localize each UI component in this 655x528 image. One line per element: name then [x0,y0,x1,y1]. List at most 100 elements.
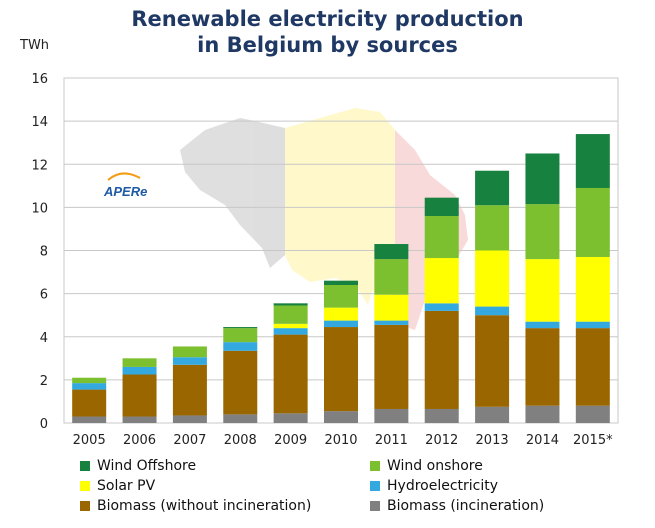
bar-segment [525,405,560,423]
bar-segment [172,346,207,358]
bar-segment [122,416,157,423]
bar-segment [324,285,358,308]
bar-segment [273,323,308,329]
legend-label: Wind onshore [387,458,483,474]
bar-segment [475,406,510,423]
legend-item: Wind Offshore [80,458,196,474]
apere-logo: APERe [103,172,147,199]
x-tick-label: 2005 [73,433,106,448]
y-tick-label: 6 [40,288,48,303]
bars [72,134,610,423]
x-tick-label: 2012 [425,433,458,448]
bar-segment [575,256,610,322]
x-tick-label: 2010 [324,433,357,448]
bar-segment [172,415,207,423]
y-tick-label: 16 [31,72,48,87]
bar-segment [122,358,157,367]
bar-segment [72,389,107,417]
y-tick-label: 14 [31,115,48,130]
bar-segment [424,303,459,311]
bar-segment [273,334,308,414]
bar-segment [424,310,459,409]
bar-segment [273,303,308,306]
apere-logo-arc [107,172,141,181]
apere-logo-text: APERe [103,184,147,199]
bar-segment [273,328,308,335]
bar-segment [374,324,409,409]
x-axis-ticks: 2005 2006 2007 2008 2009 2010 2011 2012 2013 2014… [73,433,613,448]
bar-segment [324,411,358,423]
bar-segment [525,328,560,406]
bar-segment [72,383,107,390]
legend-label: Solar PV [97,478,156,494]
x-tick-label: 2011 [375,433,408,448]
bar-segment [475,250,510,307]
y-tick-label: 0 [40,417,48,432]
legend-label: Hydroelectricity [387,478,499,494]
legend-swatch [80,501,90,511]
x-tick-label: 2014 [526,433,559,448]
bar-segment [374,259,409,295]
bar-segment [172,357,207,365]
legend-swatch [80,461,90,471]
legend-item: Solar PV [80,478,155,494]
bar-segment [424,258,459,304]
bar-segment [223,328,258,343]
bar-segment [223,327,258,329]
bar-segment [575,328,610,406]
bar-segment [324,307,358,321]
legend-item: Biomass (incineration) [370,498,544,514]
bar-segment [273,305,308,324]
bar-segment [475,205,510,251]
belgium-map-yellow-region [285,108,395,305]
bar-segment [72,416,107,423]
x-tick-label: 2009 [274,433,307,448]
bar-segment [424,197,459,216]
legend-item: Hydroelectricity [370,478,498,494]
bar-segment [374,244,409,260]
legend-swatch [370,481,380,491]
bar-segment [575,321,610,329]
legend-item: Biomass (without incineration) [80,498,311,514]
bar-segment [525,321,560,329]
bar-segment [223,350,258,415]
belgium-map-black-region [180,118,285,268]
chart-title-line1: Renewable electricity production [131,7,524,31]
y-axis-ticks: 0 2 4 6 8 10 12 14 16 [31,72,48,432]
legend-swatch [370,461,380,471]
x-tick-label: 2006 [123,433,156,448]
belgium-map-background [180,108,468,330]
bar-segment [475,315,510,407]
bar-segment [575,187,610,257]
x-tick-label: 2015* [573,433,613,448]
x-tick-label: 2013 [476,433,509,448]
bar-segment [324,320,358,328]
x-tick-label: 2007 [173,433,206,448]
bar-segment [525,259,560,322]
y-tick-label: 8 [40,245,48,260]
bar-segment [374,294,409,321]
bar-segment [575,405,610,423]
bar-segment [324,280,358,285]
bar-segment [223,414,258,423]
bar-segment [575,134,610,188]
bar-segment [525,153,560,205]
legend-label: Biomass (without incineration) [97,498,312,514]
legend-swatch [370,501,380,511]
chart-title: Renewable electricity production in Belg… [0,6,655,58]
y-tick-label: 10 [31,201,48,216]
bar-segment [374,320,409,325]
chart-title-line2: in Belgium by sources [197,33,458,57]
bar-segment [172,364,207,416]
bar-segment [475,170,510,206]
legend-label: Wind Offshore [97,458,197,474]
bar-segment [424,216,459,259]
y-axis-unit-label: TWh [20,38,50,53]
bar-segment [273,413,308,423]
legend-label: Biomass (incineration) [387,498,545,514]
bar-segment [374,408,409,423]
y-tick-label: 4 [40,331,48,346]
y-tick-label: 2 [40,374,48,389]
legend-swatch [80,481,90,491]
